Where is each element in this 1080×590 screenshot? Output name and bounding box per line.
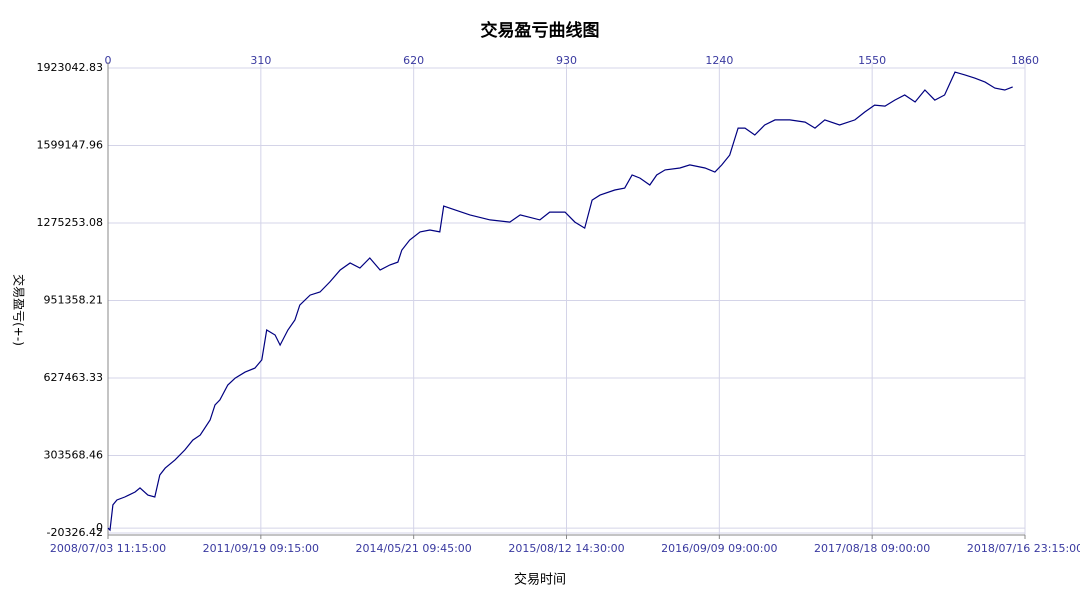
x2-tick-label: 2014/05/21 09:45:00 (356, 542, 472, 555)
y-tick-label: 303568.46 (44, 449, 104, 462)
x-tick-label: 0 (105, 54, 112, 67)
y-tick-label: 1599147.96 (37, 139, 103, 152)
x2-tick-label: 2015/08/12 14:30:00 (508, 542, 624, 555)
x2-tick-label: 2018/07/16 23:15:00 (967, 542, 1080, 555)
y-tick-label: -20326.42 (47, 526, 103, 539)
x-axis-label: 交易时间 (514, 572, 566, 588)
y-tick-label: 1275253.08 (37, 216, 103, 229)
x-tick-label: 930 (556, 54, 577, 67)
x-tick-label: 620 (403, 54, 424, 67)
y-axis-label: 交易盈亏(+-) (12, 274, 27, 346)
x2-tick-label: 2011/09/19 09:15:00 (203, 542, 319, 555)
x2-tick-label: 2008/07/03 11:15:00 (50, 542, 166, 555)
x-tick-label: 310 (250, 54, 271, 67)
x-tick-label: 1860 (1011, 54, 1039, 67)
y-tick-label: 1923042.83 (37, 61, 103, 74)
x-tick-label: 1240 (705, 54, 733, 67)
equity-line (107, 71, 1013, 532)
y-tick-label: 627463.33 (44, 371, 104, 384)
x2-tick-label: 2017/08/18 09:00:00 (814, 542, 930, 555)
chart-title: 交易盈亏曲线图 (481, 20, 600, 41)
y-tick-label: 951358.21 (44, 294, 104, 307)
y-tick-label: 0 (96, 521, 103, 534)
x-tick-label: 1550 (858, 54, 886, 67)
x2-tick-label: 2016/09/09 09:00:00 (661, 542, 777, 555)
